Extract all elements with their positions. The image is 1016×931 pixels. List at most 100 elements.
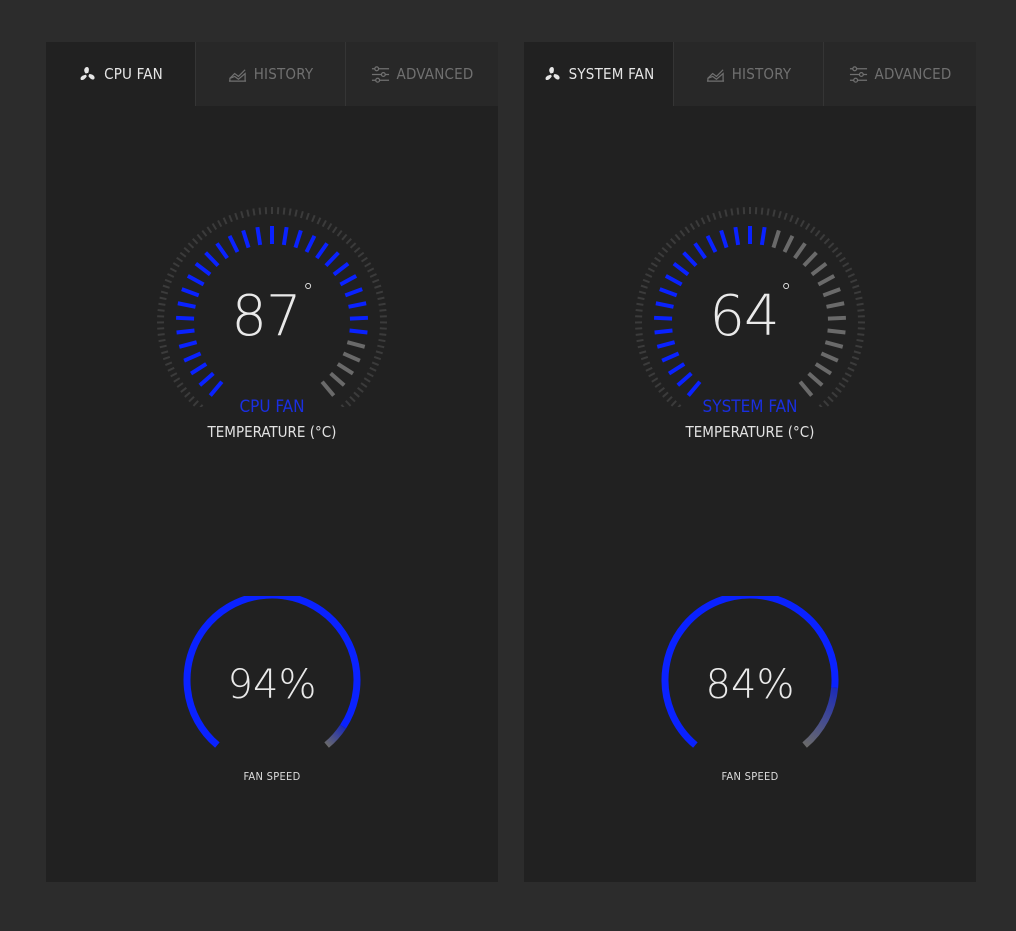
chart-icon xyxy=(228,65,247,84)
dial-outer-tick xyxy=(162,356,171,361)
tab-label: ADVANCED xyxy=(396,65,474,83)
dial-level-tick xyxy=(771,229,781,249)
dial-outer-tick xyxy=(164,361,173,367)
dial-level-tick xyxy=(654,328,673,335)
fan-speed-ring xyxy=(183,596,361,748)
dial-outer-tick xyxy=(240,210,245,219)
tab-system-fan[interactable]: SYSTEM FAN xyxy=(524,42,674,106)
dial-level-tick xyxy=(820,351,839,363)
dial-outer-tick xyxy=(831,391,838,398)
tab-advanced[interactable]: ADVANCED xyxy=(824,42,976,106)
dial-outer-tick xyxy=(640,356,649,361)
ring-fill-arc xyxy=(661,596,839,748)
dial-level-tick xyxy=(304,235,317,253)
dial-outer-tick xyxy=(173,377,181,383)
ring-remaining-arc xyxy=(802,687,839,748)
ring-fill-arc xyxy=(183,596,361,748)
dial-outer-tick xyxy=(851,356,860,361)
gauge-unit-label: TEMPERATURE (°C) xyxy=(685,423,815,441)
dial-outer-tick xyxy=(647,267,655,273)
dial-level-tick xyxy=(686,380,702,397)
dial-outer-tick xyxy=(855,296,863,301)
dial-outer-tick xyxy=(852,284,860,289)
dial-outer-tick xyxy=(838,256,846,263)
dial-level-tick xyxy=(827,315,846,321)
dial-outer-tick xyxy=(772,209,776,217)
dial-outer-tick xyxy=(650,262,658,268)
dial-outer-tick xyxy=(228,214,233,223)
tab-cpu-fan[interactable]: CPU FAN xyxy=(46,42,196,106)
dial-outer-tick xyxy=(794,217,800,225)
dial-outer-tick xyxy=(294,209,298,217)
dial-outer-tick xyxy=(695,219,701,228)
dial-level-tick xyxy=(676,371,693,387)
dial-level-tick xyxy=(719,229,729,249)
tab-bar: SYSTEM FAN HISTORY ADVANCED xyxy=(524,42,976,106)
tab-history[interactable]: HISTORY xyxy=(196,42,346,106)
dial-outer-tick xyxy=(718,210,723,219)
dial-outer-tick xyxy=(654,256,662,263)
dial-outer-tick xyxy=(730,208,734,216)
dial-outer-tick xyxy=(176,256,184,263)
dial-outer-tick xyxy=(282,207,286,215)
dial-outer-tick xyxy=(234,212,239,221)
dial-level-tick xyxy=(782,235,795,253)
dial-level-tick xyxy=(348,301,367,309)
dial-outer-tick xyxy=(366,372,374,378)
dial-level-tick xyxy=(227,235,240,253)
dial-outer-tick xyxy=(367,267,375,273)
dial-level-tick xyxy=(793,242,807,260)
dial-outer-tick xyxy=(636,338,644,343)
dial-outer-tick xyxy=(371,361,380,367)
dial-outer-tick xyxy=(375,290,384,295)
dial-outer-tick xyxy=(373,356,382,361)
dial-level-tick xyxy=(817,274,836,287)
dial-outer-tick xyxy=(856,302,864,306)
dial-level-tick xyxy=(810,261,828,277)
dial-outer-tick xyxy=(158,338,166,343)
dial-outer-tick xyxy=(353,246,361,254)
dial-level-tick xyxy=(656,340,676,349)
tab-label: HISTORY xyxy=(731,65,792,83)
dial-level-tick xyxy=(346,340,366,349)
dial-level-tick xyxy=(661,351,680,363)
dial-outer-tick xyxy=(179,251,187,258)
dial-level-tick xyxy=(664,274,683,287)
dial-outer-tick xyxy=(809,226,816,234)
dial-outer-tick xyxy=(378,302,386,306)
dial-outer-tick xyxy=(206,226,213,234)
dial-outer-tick xyxy=(176,382,184,388)
fan-icon xyxy=(78,65,97,84)
dial-level-tick xyxy=(320,380,336,397)
dial-outer-tick xyxy=(246,209,250,217)
dial-outer-tick xyxy=(183,246,191,254)
dial-outer-tick xyxy=(331,226,338,234)
dial-outer-tick xyxy=(689,223,696,231)
dial-outer-tick xyxy=(184,391,191,398)
tab-advanced[interactable]: ADVANCED xyxy=(346,42,498,106)
dial-outer-tick xyxy=(161,350,169,355)
dial-level-tick xyxy=(186,274,205,287)
dial-outer-tick xyxy=(657,251,665,258)
tab-label: SYSTEM FAN xyxy=(568,65,655,83)
dial-outer-tick xyxy=(838,382,846,388)
dial-level-tick xyxy=(342,351,361,363)
sliders-icon xyxy=(371,65,390,84)
dial-level-tick xyxy=(822,287,841,298)
fan-speed-gauge: 84% FAN SPEED xyxy=(524,592,976,792)
dial-outer-tick xyxy=(645,273,653,278)
dial-outer-tick xyxy=(345,400,352,407)
dial-level-tick xyxy=(255,226,263,246)
dial-outer-tick xyxy=(661,246,669,254)
dial-outer-tick xyxy=(336,229,343,237)
dial-outer-tick xyxy=(635,308,643,312)
dial-outer-tick xyxy=(640,284,648,289)
dial-outer-tick xyxy=(666,395,673,403)
dial-level-tick xyxy=(329,371,346,387)
dial-outer-tick xyxy=(316,217,322,225)
dial-level-tick xyxy=(344,287,363,298)
dial-outer-tick xyxy=(679,229,686,237)
tab-history[interactable]: HISTORY xyxy=(674,42,824,106)
dial-outer-tick xyxy=(636,302,644,306)
dial-outer-tick xyxy=(850,278,858,284)
